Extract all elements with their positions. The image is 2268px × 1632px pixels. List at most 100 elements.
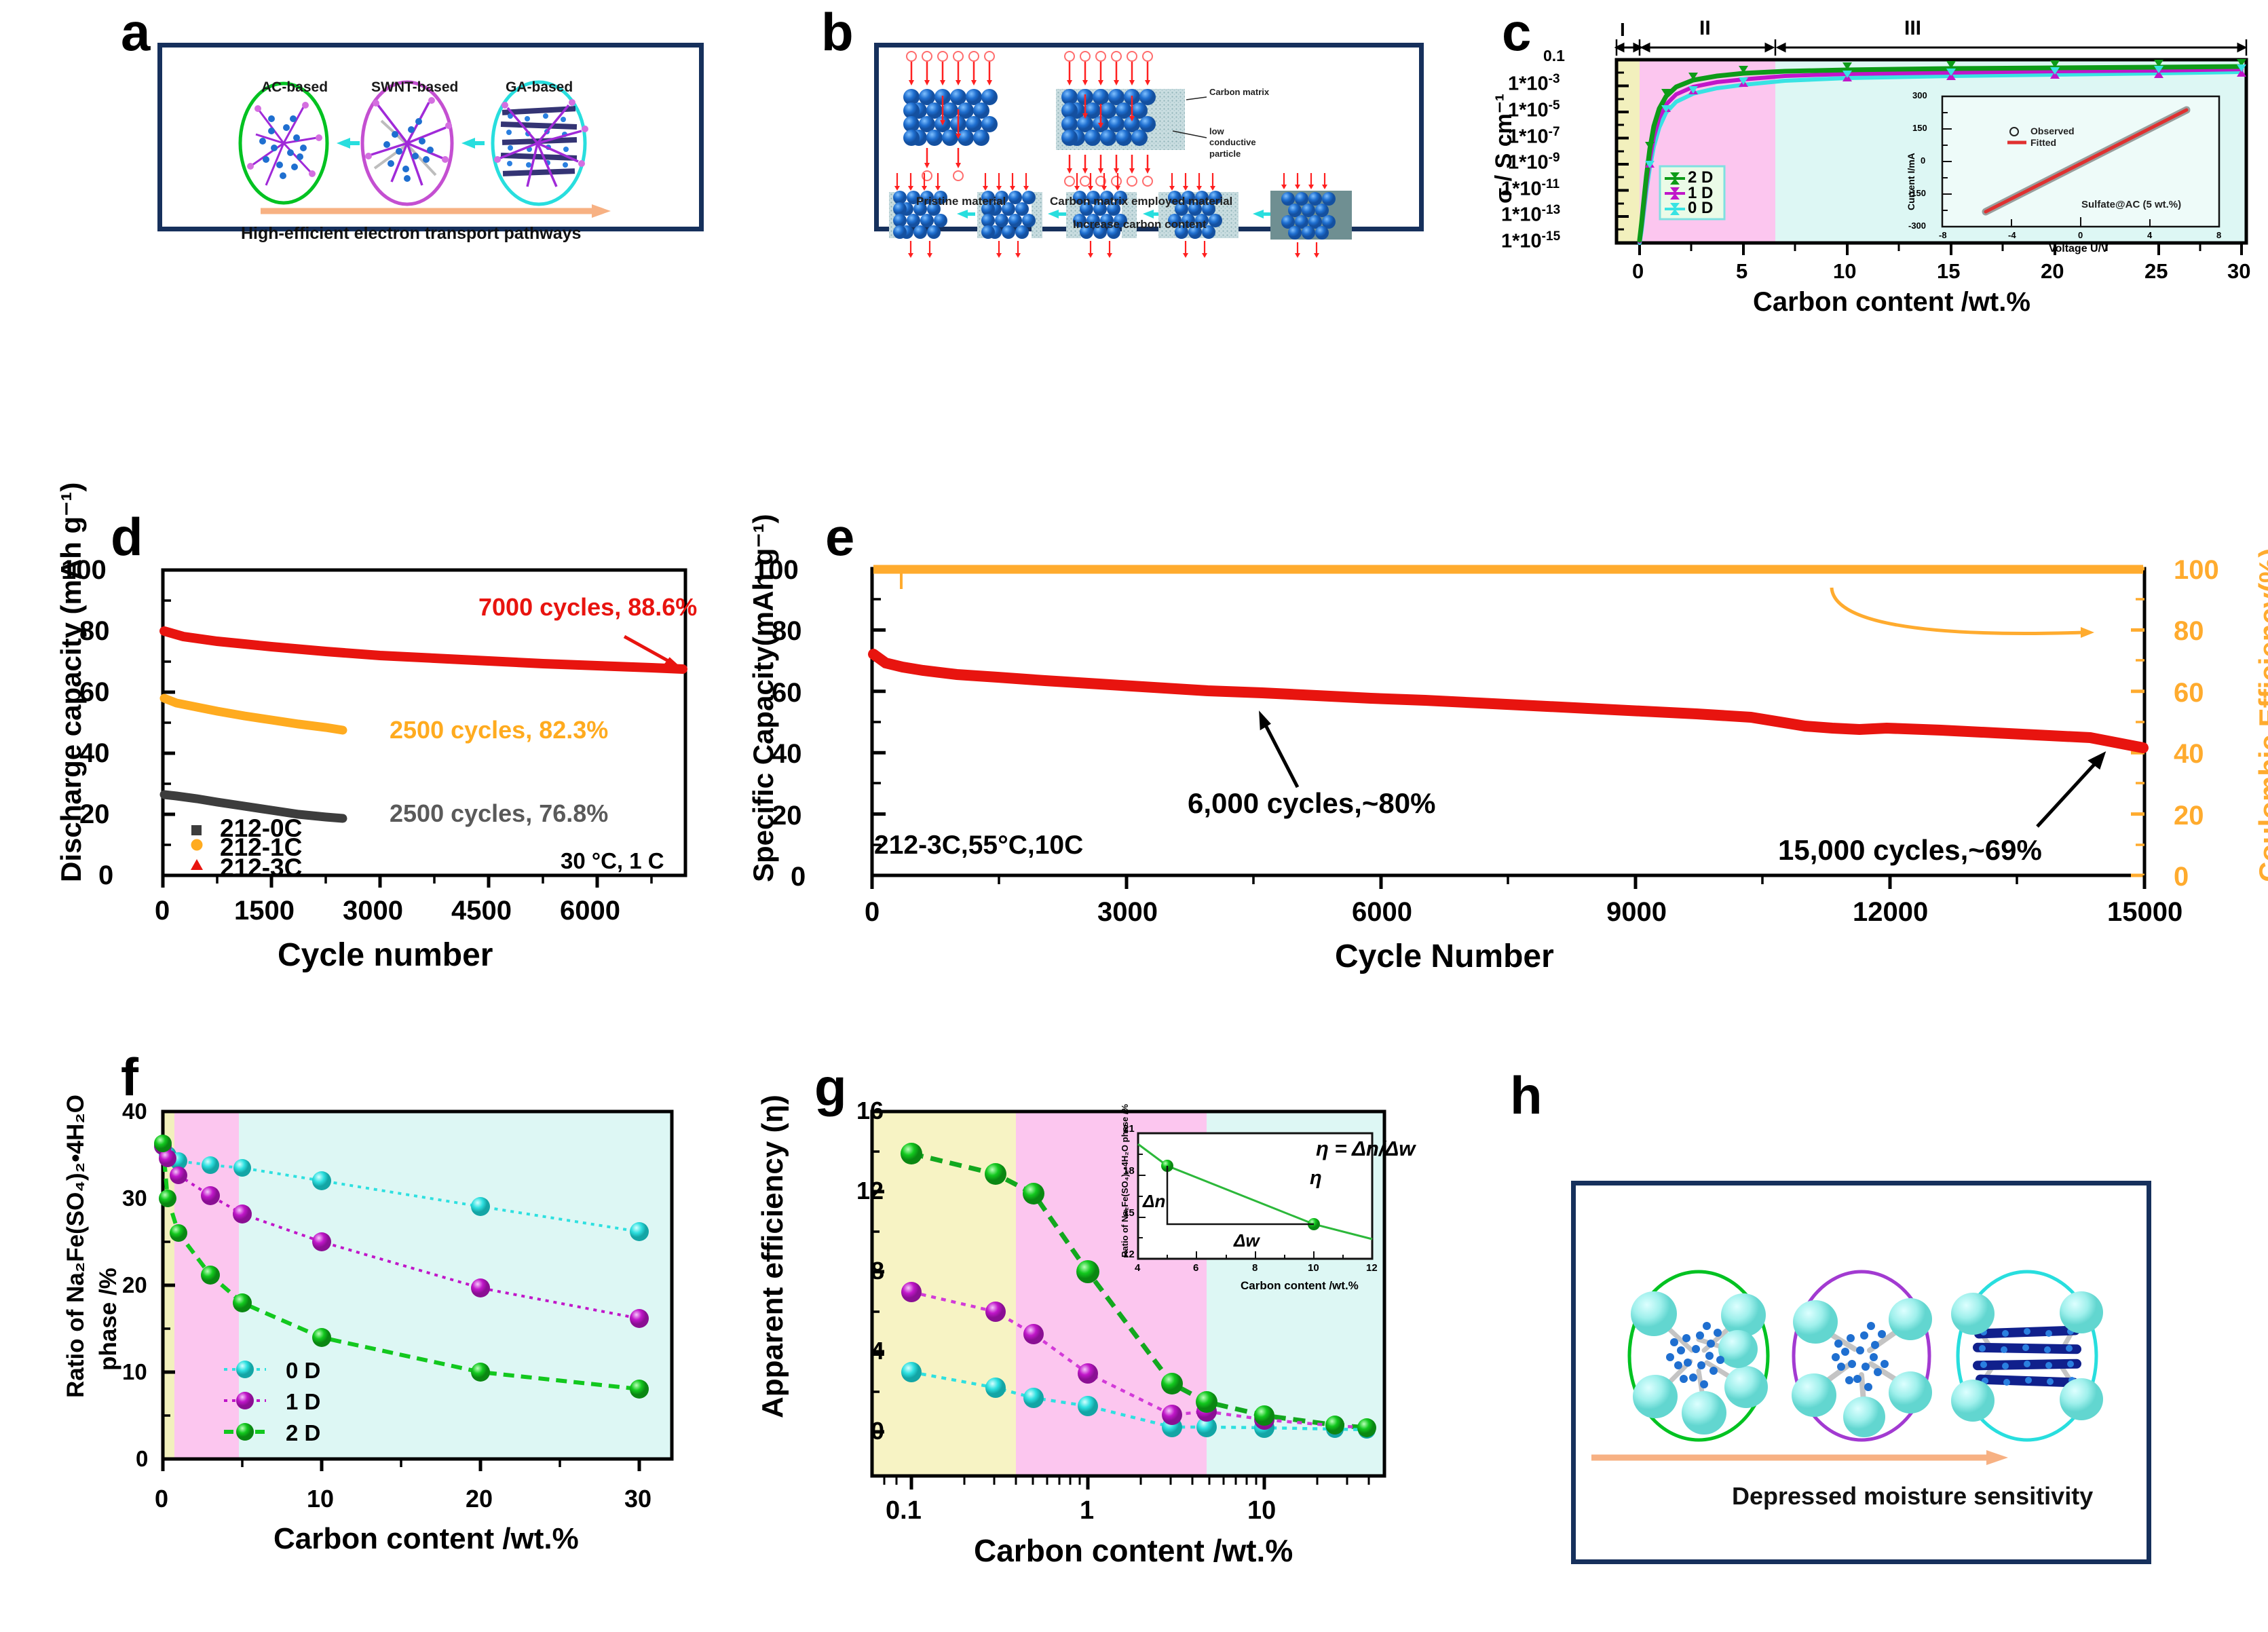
panel-c-xtick-0: 0 (1632, 259, 1644, 283)
panel-c-region-label-III: III (1904, 17, 1922, 39)
panel-d-annotation-gray: 2500 cycles, 76.8% (390, 799, 609, 827)
panel-g-xtick-0p1: 0.1 (886, 1496, 922, 1525)
panel-a-item-0: AC-based (261, 79, 328, 95)
panel-c-inset-xtick-m8: -8 (1939, 230, 1947, 240)
panel-c-inset-x-axis-title: Voltage U/V (2049, 243, 2109, 254)
panel-e-ytick-80: 80 (772, 616, 802, 646)
panel-f-legend-1d: 1 D (286, 1389, 321, 1414)
panel-d-xtick-3000: 3000 (343, 896, 403, 926)
panel-d-ytick-40: 40 (79, 738, 110, 768)
panel-g-inset-delta-n: Δn (1143, 1191, 1166, 1211)
panel-g-xtick-10: 10 (1247, 1496, 1277, 1525)
panel-g-xtick-1: 1 (1080, 1496, 1095, 1525)
panel-c-ytick-0: 0.1 (1543, 47, 1565, 64)
panel-h-diagram (1591, 1270, 2103, 1465)
panel-d-ytick-80: 80 (79, 616, 110, 646)
panel-e-y-axis-right-title: Coulombic Efficiency(%) (2253, 548, 2268, 882)
panel-e-ytick-right-100: 100 (2174, 555, 2219, 585)
panel-e-y-axis-title: Specific Capacity(mAh g⁻¹) (747, 514, 779, 882)
panel-f-x-axis-title: Carbon content /wt.% (273, 1522, 579, 1555)
panel-c-ytick-2: 1*10-5 (1508, 98, 1560, 121)
panel-c-inset-y-axis-title: Current I/mA (1906, 153, 1916, 210)
panel-g-inset-ytick-15: 15 (1123, 1207, 1135, 1219)
panel-e-ytick-right-0: 0 (2174, 862, 2189, 892)
panel-e-xtick-3000: 3000 (1097, 897, 1158, 927)
panel-d-xtick-1500: 1500 (234, 896, 295, 926)
panel-d-letter: d (111, 507, 143, 567)
panel-d-annotation-red: 7000 cycles, 88.6% (478, 593, 698, 621)
panel-c-xtick-30: 30 (2227, 259, 2251, 283)
panel-c-xtick-10: 10 (1833, 259, 1857, 283)
panel-d-x-axis-title: Cycle number (278, 937, 493, 973)
panel-e-ytick-60: 60 (772, 678, 802, 708)
panel-f-xtick-10: 10 (307, 1485, 335, 1513)
panel-c-inset-ytick-m300: -300 (1908, 221, 1927, 231)
panel-f-y-axis-title-line1: Ratio of Na₂Fe(SO₄)₂•4H₂O (62, 1094, 89, 1398)
panel-g-ytick-8: 8 (871, 1257, 885, 1285)
panel-c-ytick-3: 1*10-7 (1508, 125, 1560, 148)
panel-c-ytick-1: 1*10-3 (1508, 72, 1560, 95)
panel-d-condition: 30 °C, 1 C (561, 848, 664, 873)
panel-d-legend-0c: 212-0C (220, 814, 303, 842)
panel-c-xtick-20: 20 (2041, 259, 2064, 283)
panel-e-xtick-0: 0 (865, 897, 880, 927)
panel-e-condition: 212-3C,55°C,10C (874, 831, 1084, 860)
panel-g-inset-y-axis-title: Ratio of Na₂Fe(SO₄)₂•4H₂O phase /% (1120, 1104, 1130, 1257)
panel-c-legend-0d: 0 D (1688, 199, 1714, 217)
panel-f-ytick-0: 0 (136, 1446, 149, 1471)
panel-b-callout-carbon-matrix: Carbon matrix (1209, 87, 1269, 98)
panel-f-ytick-30: 30 (122, 1185, 147, 1211)
panel-c-inset-ytick-m150: -150 (1908, 188, 1927, 198)
panel-e-letter: e (825, 507, 855, 567)
panel-g-ytick-16: 16 (856, 1097, 884, 1124)
panel-a-item-1: SWNT-based (371, 79, 459, 95)
panel-g-inset-xtick-10: 10 (1308, 1262, 1319, 1274)
panel-b-label-pristine: Pristine material (916, 195, 1006, 208)
panel-g-inset-xtick-12: 12 (1366, 1262, 1378, 1274)
panel-g-inset-ytick-12: 12 (1123, 1249, 1135, 1260)
panel-d-ytick-0: 0 (98, 860, 114, 890)
panel-d-xtick-6000: 6000 (560, 896, 620, 926)
panel-a-item-2: GA-based (506, 79, 573, 95)
panel-c-chart (1614, 39, 2248, 255)
panel-g-x-axis-title: Carbon content /wt.% (974, 1533, 1293, 1568)
panel-c-inset-ytick-0: 0 (1921, 155, 1926, 166)
panel-c-ytick-6: 1*10-13 (1501, 203, 1561, 226)
panel-e-ytick-right-80: 80 (2174, 616, 2204, 646)
panel-g-y-axis-title: Apparent efficiency (η) (756, 1095, 789, 1418)
panel-g-inset-ytick-21: 21 (1123, 1123, 1135, 1135)
panel-g-inset-delta-w: Δw (1234, 1230, 1260, 1251)
panel-e-ytick-right-60: 60 (2174, 678, 2204, 708)
panel-b-diagram (889, 51, 1352, 258)
panel-b-label-matrix: Carbon matrix employed material (1050, 195, 1233, 208)
panel-d-y-axis-title: Discharge capacity (mAh g⁻¹) (55, 482, 87, 882)
panel-g-inset-x-axis-title: Carbon content /wt.% (1241, 1279, 1359, 1292)
panel-c-xtick-25: 25 (2144, 259, 2168, 283)
panel-c-y-axis-title: σ / S cm⁻¹ (1491, 93, 1517, 204)
panel-b-callout-low-text: low conductive particle (1209, 126, 1256, 159)
panel-g-inset-ytick-18: 18 (1123, 1165, 1135, 1177)
panel-c-inset-ytick-300: 300 (1912, 90, 1927, 100)
panel-c-inset-legend-observed: Observed (2030, 126, 2075, 136)
panel-d-ytick-100: 100 (61, 555, 107, 585)
panel-b-label-increase: Increase carbon content (1073, 218, 1207, 231)
panel-f-xtick-30: 30 (624, 1485, 652, 1513)
panel-e-ytick-100: 100 (753, 555, 799, 585)
panel-c-letter: c (1502, 2, 1532, 62)
panel-e-xtick-12000: 12000 (1853, 897, 1929, 927)
panel-f-ytick-20: 20 (122, 1272, 147, 1297)
panel-g-chart (870, 1109, 1386, 1489)
panel-e-ytick-20: 20 (772, 801, 802, 831)
panel-c-xtick-5: 5 (1736, 259, 1748, 283)
panel-b-callout-carbon-text: Carbon matrix (1209, 87, 1270, 97)
panel-d-ytick-60: 60 (79, 677, 110, 707)
panel-b-letter: b (821, 2, 854, 62)
panel-d-annotation-orange: 2500 cycles, 82.3% (390, 716, 609, 744)
panel-h-letter: h (1510, 1065, 1543, 1125)
panel-c-region-label-II: II (1699, 17, 1711, 39)
panel-e-ytick-right-40: 40 (2174, 739, 2204, 769)
panel-d-chart (159, 568, 687, 888)
panel-c-x-axis-title: Carbon content /wt.% (1753, 287, 2030, 317)
panel-c-inset-ytick-150: 150 (1912, 123, 1927, 133)
panel-e-ytick-0: 0 (791, 862, 806, 892)
